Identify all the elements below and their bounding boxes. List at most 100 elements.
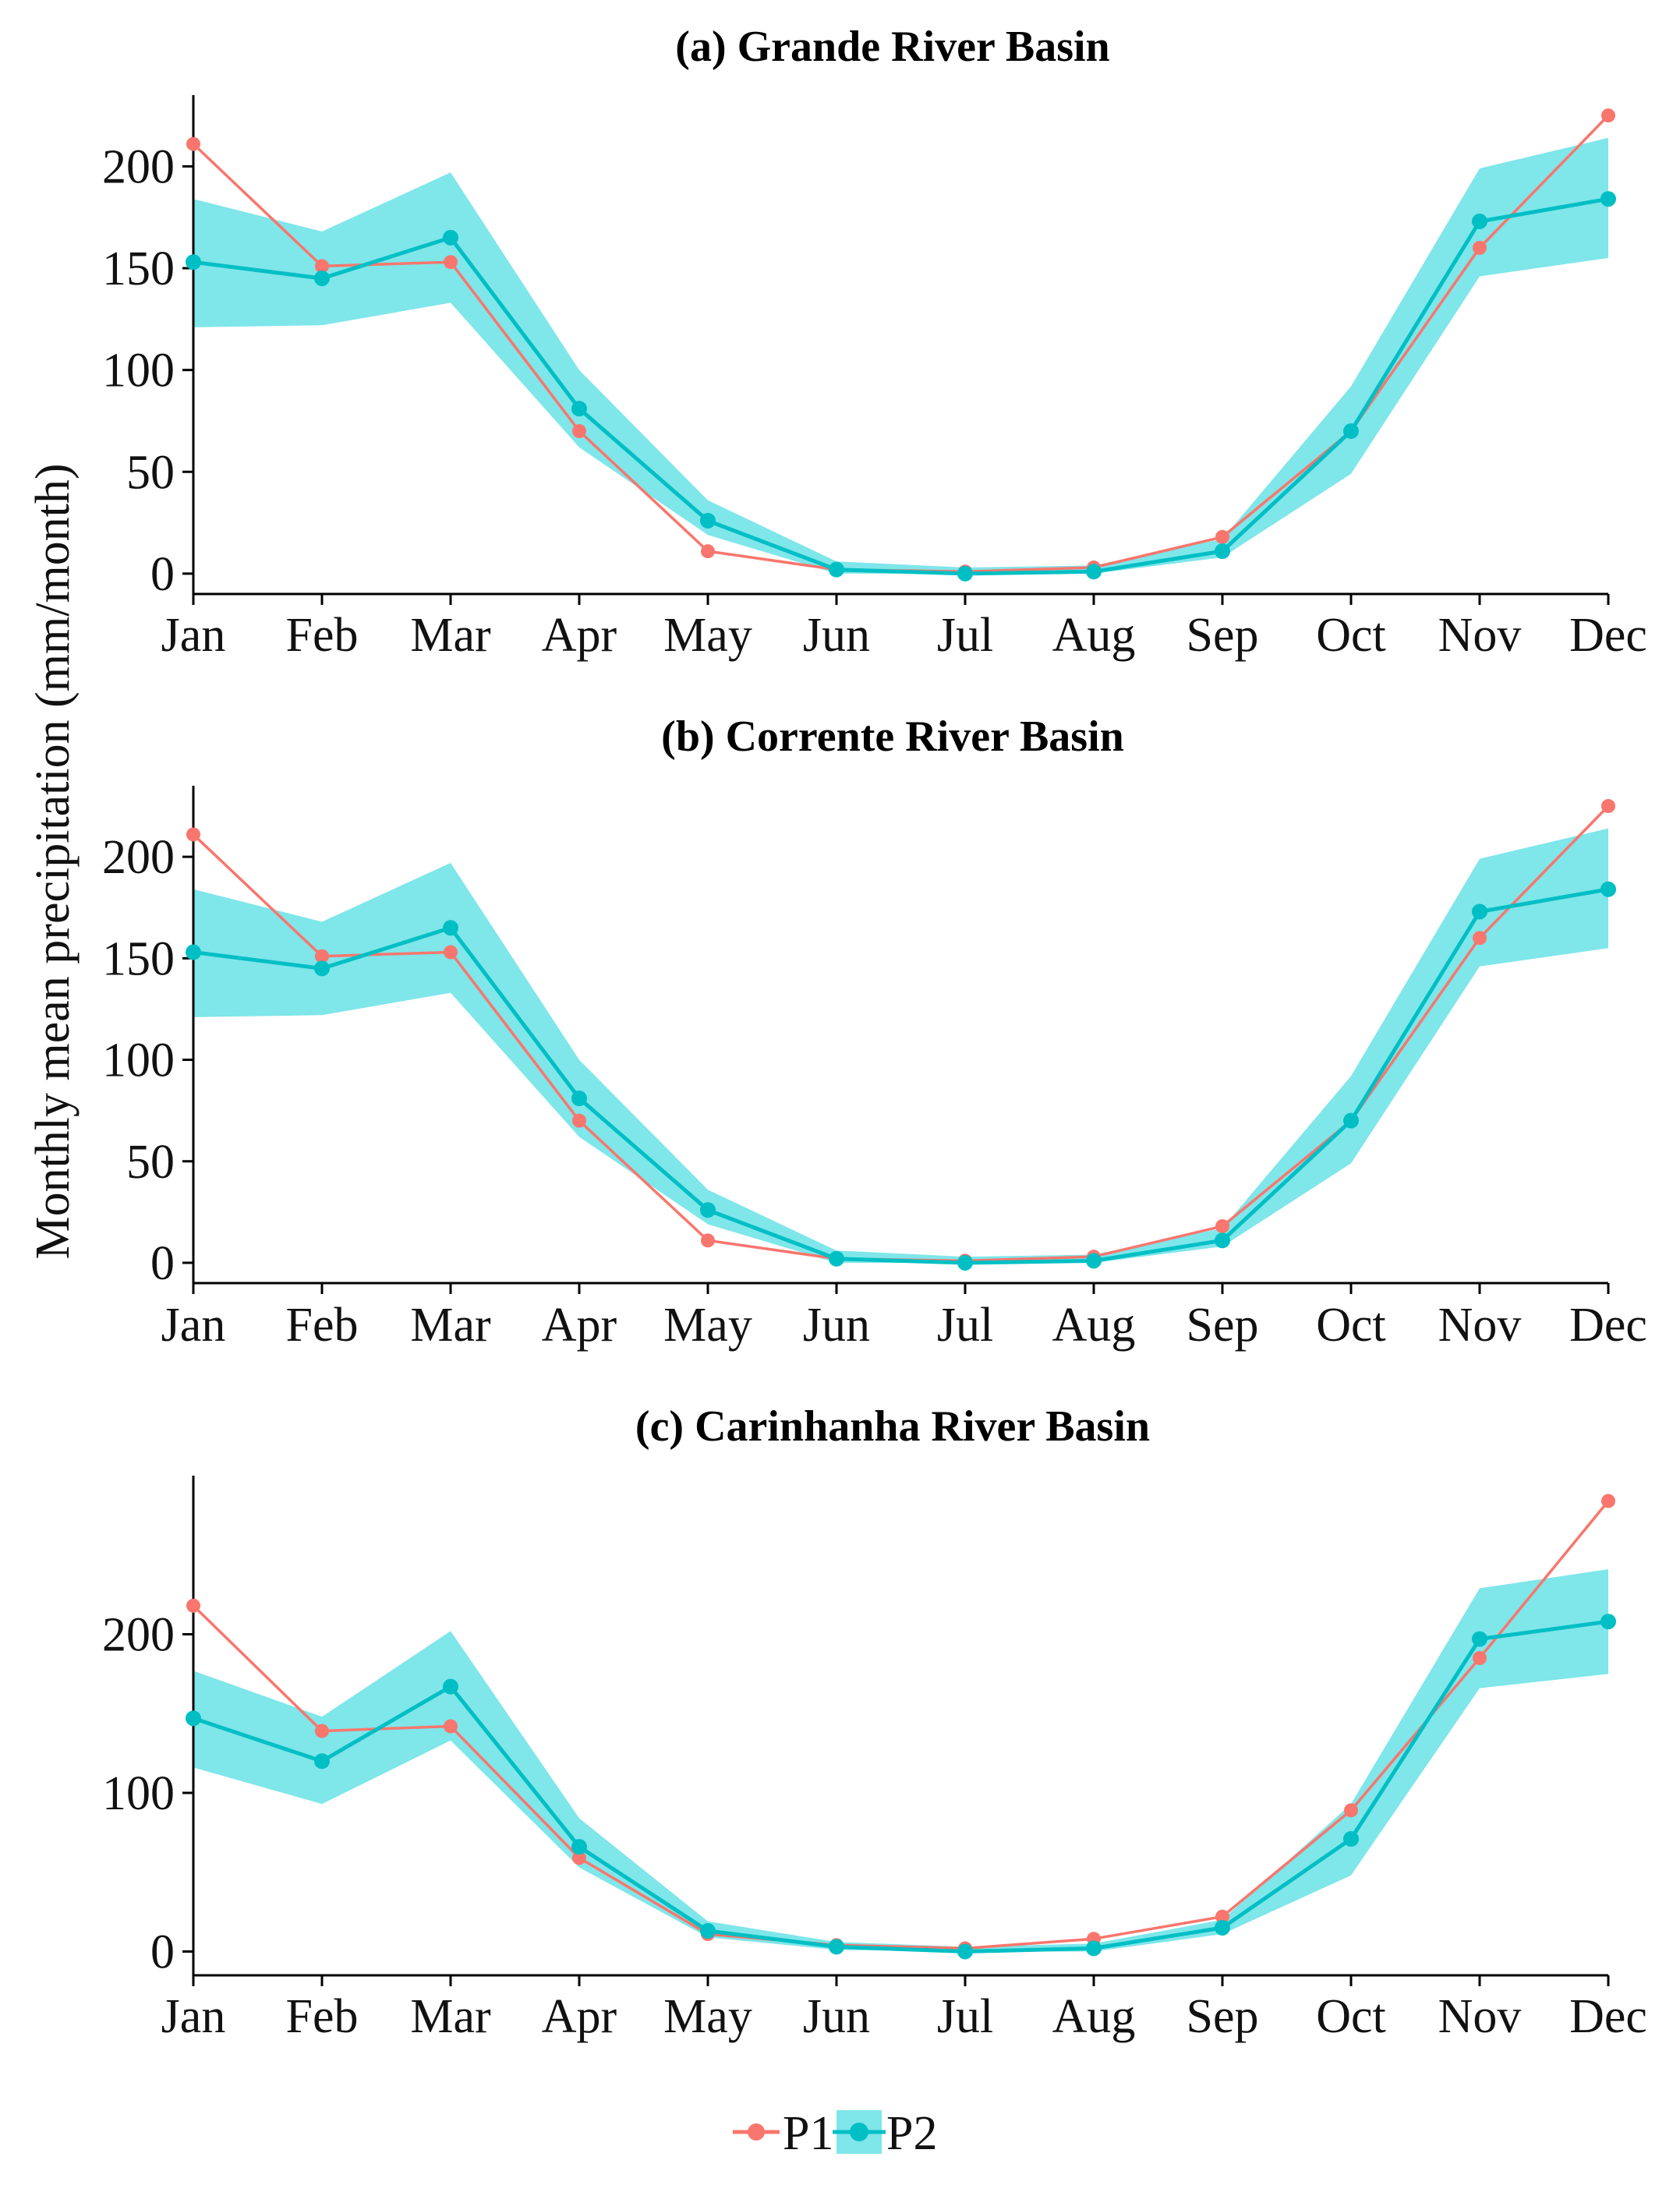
x-tick-label: Jul [937, 609, 993, 662]
axis-layer [192, 786, 1608, 1285]
p1-point-feb [315, 949, 329, 963]
legend-p1-label: P1 [783, 2107, 833, 2160]
series-layer [186, 108, 1616, 582]
x-tick-label: Oct [1316, 1299, 1386, 1352]
p2-point-oct [1343, 423, 1359, 440]
x-tick-label: May [663, 1299, 752, 1352]
p2-point-jan [186, 944, 201, 960]
p2-point-apr [571, 1091, 587, 1107]
p1-point-jan [186, 827, 200, 842]
p1-point-nov [1473, 931, 1487, 946]
p2-point-nov [1472, 903, 1487, 920]
p1-point-apr [572, 1113, 586, 1128]
x-tick-label: Aug [1052, 1299, 1136, 1352]
p2-point-nov [1472, 1631, 1487, 1647]
axis-layer [192, 95, 1608, 596]
p2-point-oct [1343, 1830, 1359, 1847]
x-tick-label: May [663, 609, 752, 662]
y-tick-label: 50 [126, 446, 175, 499]
p1-point-feb [315, 1724, 329, 1738]
panel-title: (b) Corrente River Basin [661, 712, 1124, 761]
y-tick-label: 50 [126, 1136, 175, 1189]
y-tick-label: 200 [102, 831, 175, 884]
x-tick-label: Jan [161, 1990, 226, 2043]
p1-point-nov [1473, 240, 1487, 255]
y-tick-label: 0 [150, 548, 175, 601]
x-tick-label: Mar [410, 1299, 491, 1352]
p1-point-apr [572, 1851, 586, 1865]
y-tick-label: 150 [102, 242, 175, 295]
panel-c: (c) Carinhanha River Basin 0 100 200 Jan Fe… [102, 1402, 1647, 2043]
p1-point-dec [1601, 1494, 1615, 1508]
x-tick-label: Jul [937, 1299, 993, 1352]
p2-point-feb [314, 960, 330, 977]
p2-point-apr [571, 1839, 587, 1855]
x-tick-label: Apr [542, 1990, 617, 2043]
p2-point-dec [1600, 881, 1616, 897]
x-tick-label: Mar [410, 1990, 491, 2043]
p2-point-jan [186, 1710, 201, 1727]
p2-point-aug [1086, 1940, 1102, 1957]
p2-point-dec [1600, 1614, 1616, 1630]
x-ticks: Jan Feb Mar Apr May Jun Jul Aug Sep Oct Nov Dec [161, 594, 1647, 662]
p2-point-apr [571, 401, 587, 417]
p2-point-feb [314, 1753, 330, 1770]
panel-title: (a) Grande River Basin [675, 23, 1109, 71]
x-tick-label: Jan [161, 1299, 226, 1352]
x-ticks: Jan Feb Mar Apr May Jun Jul Aug Sep Oct Nov Dec [161, 1283, 1647, 1352]
p1-point-feb [315, 259, 329, 274]
y-tick-label: 200 [102, 1608, 175, 1661]
y-tick-label: 0 [150, 1925, 175, 1978]
x-tick-label: Dec [1569, 1990, 1647, 2043]
y-tick-label: 100 [102, 345, 175, 398]
p2-point-may [700, 1202, 716, 1218]
panel-title: (c) Carinhanha River Basin [635, 1402, 1150, 1451]
p2-point-jul [957, 1254, 973, 1271]
y-axis-label: Monthly mean precipitation (mm/month) [27, 463, 80, 1259]
p1-point-sep [1215, 1909, 1229, 1924]
x-tick-label: Sep [1187, 1990, 1259, 2043]
p2-point-feb [314, 270, 330, 287]
p2-point-mar [443, 229, 458, 246]
p1-point-sep [1215, 529, 1229, 544]
x-tick-label: Jan [161, 609, 226, 662]
p2-point-aug [1086, 564, 1102, 580]
panel-b: (b) Corrente River Basin 0 50 100 150 200 Ja… [102, 712, 1647, 1352]
x-tick-label: Jul [937, 1990, 993, 2043]
p2-ribbon [193, 1569, 1608, 1952]
p2-point-jun [829, 1250, 844, 1267]
y-tick-label: 100 [102, 1034, 175, 1087]
legend: P1 P2 [733, 2107, 937, 2160]
p1-point-apr [572, 424, 586, 439]
p1-point-may [701, 544, 715, 559]
p1-series-line [192, 1500, 1610, 1950]
p2-point-may [700, 1923, 716, 1939]
x-tick-label: Dec [1569, 609, 1647, 662]
x-tick-label: Feb [286, 1990, 359, 2043]
x-tick-label: Aug [1052, 1990, 1136, 2043]
p2-series-line [193, 1619, 1609, 1953]
x-tick-label: May [663, 1990, 752, 2043]
x-tick-label: Dec [1569, 1299, 1647, 1352]
p1-point-oct [1344, 1803, 1358, 1818]
x-tick-label: Mar [410, 609, 491, 662]
band-layer [193, 1569, 1608, 1952]
y-tick-label: 150 [102, 932, 175, 985]
p1-point-mar [444, 945, 458, 960]
p2-point-jun [829, 561, 844, 578]
y-ticks: 0 50 100 150 200 [102, 831, 193, 1290]
p1-point-nov [1473, 1651, 1487, 1666]
p2-point-sep [1215, 1232, 1230, 1249]
x-tick-label: Jun [803, 1299, 870, 1352]
p1-point-may [701, 1233, 715, 1248]
p1-point-mar [444, 1719, 458, 1734]
p2-point-mar [443, 1678, 458, 1695]
p2-point-nov [1472, 213, 1487, 229]
panel-a: (a) Grande River Basin 0 50 100 150 200 Jan F… [102, 23, 1647, 662]
x-tick-label: Sep [1187, 1299, 1259, 1352]
x-tick-label: Nov [1438, 1299, 1522, 1352]
p1-point-dec [1601, 108, 1615, 123]
x-tick-label: Aug [1052, 609, 1136, 662]
series-layer [186, 799, 1616, 1271]
